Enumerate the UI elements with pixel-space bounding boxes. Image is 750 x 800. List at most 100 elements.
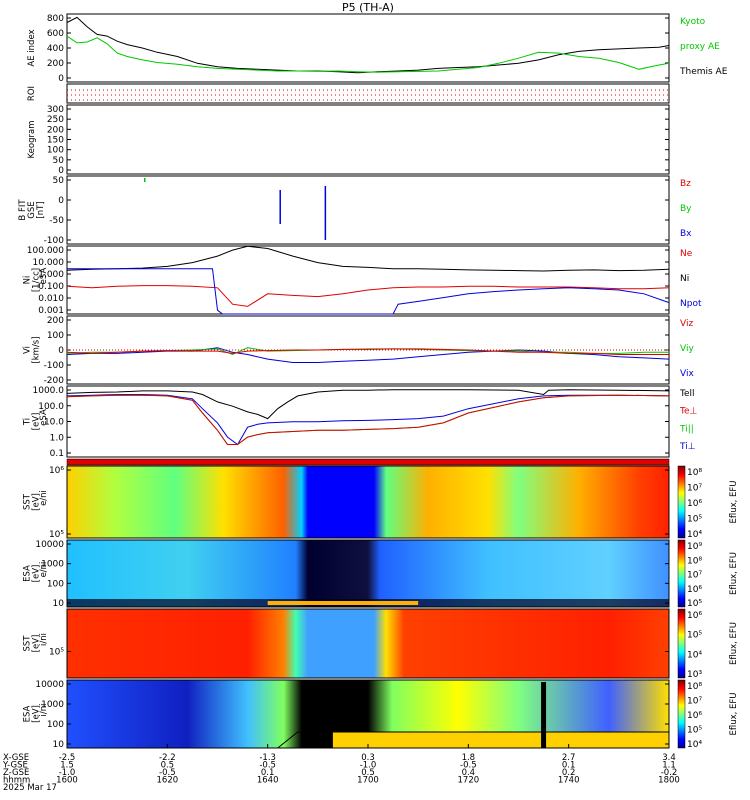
series-line — [67, 268, 670, 315]
y-axis-label: [eV] — [32, 493, 42, 511]
legend-entry: By — [680, 204, 692, 214]
x-axis: X-GSEY-GSEZ-GSEhhmm-2.51.5-1.01600-2.20.… — [2, 744, 680, 793]
colorbar-tick-label: 10⁷ — [687, 571, 702, 581]
colorbar-tick-label: 10⁶ — [687, 585, 702, 595]
colorbar — [677, 539, 686, 608]
y-axis-sublabel: eSA — [39, 268, 49, 285]
x-tick-label: 0.2 — [562, 768, 576, 778]
panel-esa_i: 10000 1000 100 10 ESA [eV]i/ni 10⁸ 10⁷ 10⁶ 10⁵ 10⁴… — [23, 679, 739, 750]
y-tick-label: 100.000 — [27, 246, 64, 256]
x-tick-label: -2.5 — [59, 753, 76, 763]
y-tick-label: 0 — [58, 196, 64, 206]
legend-entry: Npot — [680, 299, 702, 309]
x-tick-label: 0.1 — [261, 768, 275, 778]
y-axis-label: GSE — [27, 201, 37, 218]
x-tick-label: 0.5 — [161, 761, 175, 771]
x-row-label: X-GSE — [3, 753, 29, 763]
legend-entry: Viz — [680, 319, 693, 329]
y-axis-label: [eV] — [32, 413, 42, 431]
y-tick-label: 400 — [47, 44, 64, 54]
x-tick-label: 1800 — [658, 776, 680, 786]
colorbar-tick-label: 10⁸ — [687, 468, 702, 478]
spectrogram-image — [67, 540, 669, 607]
panel-sst_e: 10⁶ 10⁵ SST [eV]e/ni 10⁸ 10⁷ 10⁶ 10⁵ 10⁴ Eflux, E… — [23, 465, 739, 540]
legend-entry: Themis AE — [679, 67, 728, 77]
spectrogram-image — [67, 609, 669, 678]
legend-entry: Ti|| — [679, 424, 694, 434]
series-line — [66, 389, 670, 420]
series-line — [66, 348, 669, 355]
y-tick-label: 0.001 — [38, 306, 64, 316]
colorbar-label: Eflux, EFU — [729, 480, 739, 523]
y-axis-label: ESA — [23, 565, 33, 582]
y-tick-label: 800 — [47, 14, 64, 24]
panel-bfft: 50 0 -50 -100 B FIT GSE [nT] Bz By Bx — [18, 175, 692, 246]
colorbar-tick-label: 10⁵ — [687, 599, 702, 609]
y-tick-label: 50 — [53, 176, 65, 186]
x-tick-label: -1.0 — [59, 768, 76, 778]
colorbar — [677, 679, 686, 749]
panel-frame — [66, 608, 670, 679]
y-tick-label: 100 — [47, 720, 64, 730]
y-tick-label: 1.000 — [38, 270, 64, 280]
y-axis-label: AE index — [27, 29, 37, 66]
colorbar-label: Eflux, EFU — [729, 622, 739, 665]
x-tick-label: 1740 — [558, 776, 580, 786]
series-line — [66, 16, 670, 74]
x-tick-label: -1.0 — [360, 761, 377, 771]
spectrogram-band — [267, 601, 419, 605]
colorbar — [677, 608, 686, 679]
y-axis-label: SST — [23, 635, 33, 652]
y-tick-label: 10⁶ — [49, 466, 64, 476]
legend-entry: Ne — [680, 249, 693, 259]
colorbar-tick-label: 10⁵ — [687, 631, 702, 641]
x-tick-label: 0.4 — [462, 768, 476, 778]
x-row-label: Z-GSE — [3, 768, 29, 778]
y-tick-label: 10000 — [35, 680, 64, 690]
y-axis-label: ROI — [27, 86, 37, 101]
x-tick-label: -0.5 — [460, 761, 477, 771]
y-axis-label: Ti — [23, 418, 33, 426]
y-tick-label: 100 — [47, 579, 64, 589]
panel-frame — [66, 245, 670, 315]
y-tick-label: 150 — [47, 136, 64, 146]
series-line — [66, 285, 670, 307]
legend-entry: Tell — [679, 389, 695, 399]
y-tick-label: -200 — [44, 376, 65, 386]
y-tick-label: 0 — [58, 74, 64, 84]
y-axis-label: [eV] — [32, 705, 42, 723]
y-tick-label: 10⁵ — [49, 530, 64, 540]
y-tick-label: -100 — [44, 236, 65, 246]
panel-esa_e: 10000 1000 100 10 ESA [eV]e/ni 10⁹ 10⁸ 10⁷ 10⁶ 10⁵… — [23, 539, 739, 609]
x-tick-label: -0.2 — [661, 768, 678, 778]
series-line — [66, 394, 670, 445]
colorbar-tick-label: 10⁷ — [687, 697, 702, 707]
legend-entry: Kyoto — [680, 17, 706, 27]
x-tick-label: 3.4 — [662, 753, 676, 763]
x-tick-label: 0.5 — [361, 768, 375, 778]
x-tick-label: 1700 — [357, 776, 379, 786]
colorbar — [677, 465, 686, 539]
x-tick-label: 2.7 — [562, 753, 576, 763]
x-tick-label: 1.1 — [662, 761, 676, 771]
y-axis-label: [eV] — [32, 635, 42, 653]
colorbar-tick-label: 10⁷ — [687, 484, 702, 494]
colorbar-tick-label: 10⁹ — [687, 542, 702, 552]
y-tick-label: 1000 — [41, 560, 64, 570]
y-axis-label: Keogram — [27, 121, 37, 159]
colorbar-label: Eflux, EFU — [729, 692, 739, 735]
colorbar-tick-label: 10⁴ — [687, 650, 702, 660]
y-axis-sublabel: e/ni — [39, 562, 49, 578]
y-tick-label: 10 — [53, 740, 65, 750]
y-tick-label: 50 — [53, 156, 65, 166]
y-tick-label: 10⁵ — [49, 648, 64, 658]
legend-entry: Bz — [680, 179, 691, 189]
panel-frame — [66, 539, 670, 608]
x-tick-label: 1640 — [257, 776, 279, 786]
y-tick-label: 1.0 — [50, 433, 65, 443]
legend-entry: Bx — [680, 229, 692, 239]
y-axis-label: Ni — [23, 276, 33, 285]
legend-entry: proxy AE — [680, 42, 720, 52]
colorbar-label: Eflux, EFU — [729, 552, 739, 595]
